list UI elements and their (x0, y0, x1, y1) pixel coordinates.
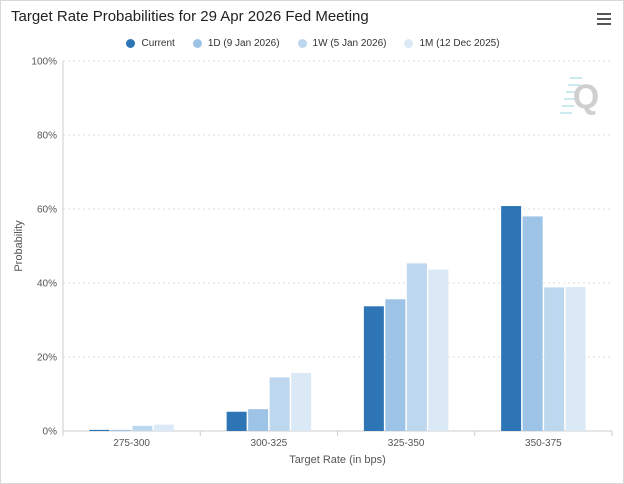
legend-label: 1W (5 Jan 2026) (312, 38, 387, 49)
bar (544, 287, 565, 431)
bar (269, 377, 290, 431)
y-axis-title: Probability (13, 220, 25, 272)
legend-label: 1D (9 Jan 2026) (207, 38, 280, 49)
bar (406, 263, 427, 431)
legend-swatch (126, 39, 136, 48)
x-tick-label: 300-325 (251, 438, 288, 449)
bar (291, 372, 312, 431)
x-axis-title: Target Rate (in bps) (289, 454, 386, 466)
legend-item[interactable]: 1M (12 Dec 2025) (404, 38, 500, 49)
bar (132, 425, 153, 431)
y-tick-label: 80% (37, 131, 57, 142)
menu-line (597, 23, 611, 25)
legend-item[interactable]: 1W (5 Jan 2026) (297, 38, 387, 49)
bar (110, 429, 131, 431)
x-tick-label: 350-375 (525, 438, 562, 449)
x-tick-label: 275-300 (113, 438, 150, 449)
y-tick-label: 20% (37, 353, 57, 364)
bar (226, 411, 247, 431)
bar (89, 429, 110, 431)
legend-item[interactable]: 1D (9 Jan 2026) (192, 38, 280, 49)
chart-title: Target Rate Probabilities for 29 Apr 202… (11, 8, 369, 25)
hamburger-menu-icon[interactable] (597, 13, 611, 25)
bar (522, 216, 543, 431)
bar (248, 409, 269, 431)
watermark-logo: Q (573, 78, 599, 116)
legend-swatch (192, 39, 202, 48)
bar (565, 287, 586, 431)
x-tick-label: 325-350 (388, 438, 425, 449)
bar (428, 269, 449, 431)
bar (385, 299, 406, 431)
bar (363, 306, 384, 431)
legend-item[interactable]: Current (126, 38, 175, 49)
y-tick-label: 40% (37, 279, 57, 290)
legend-label: 1M (12 Dec 2025) (419, 38, 500, 49)
bar (153, 424, 174, 431)
legend: Current 1D (9 Jan 2026) 1W (5 Jan 2026) 1M … (1, 38, 624, 49)
menu-line (597, 13, 611, 15)
y-tick-label: 100% (31, 57, 57, 68)
legend-label: Current (141, 38, 175, 49)
legend-swatch (404, 39, 414, 48)
menu-line (597, 18, 611, 20)
bar (501, 206, 522, 431)
y-tick-label: 60% (37, 205, 57, 216)
legend-swatch (297, 39, 307, 48)
y-tick-label: 0% (43, 427, 58, 438)
